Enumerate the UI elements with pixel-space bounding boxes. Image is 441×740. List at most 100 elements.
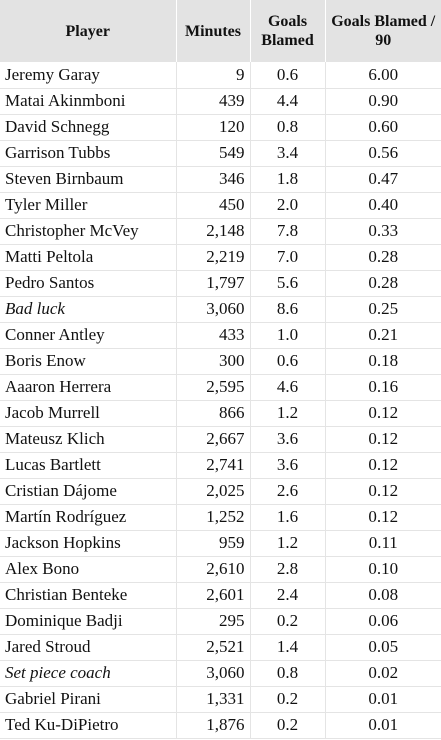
table-cell: 2,667 xyxy=(176,426,251,453)
table-cell: 0.2 xyxy=(250,686,326,713)
table-cell: 0.25 xyxy=(325,296,441,323)
table-row: Christopher McVey 2,148 7.8 0.33 xyxy=(0,218,441,245)
table-cell: 3.4 xyxy=(250,140,326,167)
table-cell: 9 xyxy=(176,62,251,89)
table-row: Christian Benteke 2,601 2.4 0.08 xyxy=(0,582,441,609)
table-row: Lucas Bartlett 2,741 3.6 0.12 xyxy=(0,452,441,479)
table-cell: 1.2 xyxy=(250,400,326,427)
table-cell: 2,521 xyxy=(176,634,251,661)
table-cell: 1.2 xyxy=(250,530,326,557)
table-cell: 0.28 xyxy=(325,270,441,297)
table-cell: 7.0 xyxy=(250,244,326,271)
table-cell: Gabriel Pirani xyxy=(0,686,177,713)
table-cell: 2,741 xyxy=(176,452,251,479)
table-row: Gabriel Pirani 1,331 0.2 0.01 xyxy=(0,686,441,713)
table-cell: Garrison Tubbs xyxy=(0,140,177,167)
table-row: Bad luck 3,060 8.6 0.25 xyxy=(0,296,441,323)
table-cell: 0.8 xyxy=(250,114,326,141)
table-cell: Jeremy Garay xyxy=(0,62,177,89)
table-row: Cristian Dájome 2,025 2.6 0.12 xyxy=(0,478,441,505)
table-cell: 0.12 xyxy=(325,504,441,531)
table-cell: 0.56 xyxy=(325,140,441,167)
table-cell: 1.4 xyxy=(250,634,326,661)
table-row: Alex Bono 2,610 2.8 0.10 xyxy=(0,556,441,583)
table-cell: 3,060 xyxy=(176,296,251,323)
table-cell: Jackson Hopkins xyxy=(0,530,177,557)
table-cell: Christopher McVey xyxy=(0,218,177,245)
table-cell: Steven Birnbaum xyxy=(0,166,177,193)
table-cell: 3.6 xyxy=(250,452,326,479)
table-row: Aaaron Herrera 2,595 4.6 0.16 xyxy=(0,374,441,401)
table-cell: 7.8 xyxy=(250,218,326,245)
table-cell: Lucas Bartlett xyxy=(0,452,177,479)
table-cell: 2,595 xyxy=(176,374,251,401)
table-cell: 450 xyxy=(176,192,251,219)
table-row: Martín Rodríguez 1,252 1.6 0.12 xyxy=(0,504,441,531)
table-cell: Alex Bono xyxy=(0,556,177,583)
header-row: Player Minutes Goals Blamed Goals Blamed / … xyxy=(0,0,441,62)
table-row: Conner Antley 433 1.0 0.21 xyxy=(0,322,441,349)
table-cell: 1.8 xyxy=(250,166,326,193)
table-row: Jacob Murrell 866 1.2 0.12 xyxy=(0,400,441,427)
table-cell: 4.4 xyxy=(250,88,326,115)
table-cell: Conner Antley xyxy=(0,322,177,349)
table-cell: Christian Benteke xyxy=(0,582,177,609)
table-cell: Mateusz Klich xyxy=(0,426,177,453)
table-cell: 2,148 xyxy=(176,218,251,245)
table-cell: 0.11 xyxy=(325,530,441,557)
table-cell: Boris Enow xyxy=(0,348,177,375)
table-cell: 2.0 xyxy=(250,192,326,219)
table-cell: 0.47 xyxy=(325,166,441,193)
table-cell: 0.60 xyxy=(325,114,441,141)
table-cell: 0.6 xyxy=(250,348,326,375)
table-cell: 0.12 xyxy=(325,452,441,479)
table-cell: Bad luck xyxy=(0,296,177,323)
table-cell: 959 xyxy=(176,530,251,557)
column-header: Goals Blamed xyxy=(250,0,326,62)
table-cell: 0.28 xyxy=(325,244,441,271)
table-cell: 3.6 xyxy=(250,426,326,453)
table-row: Pedro Santos 1,797 5.6 0.28 xyxy=(0,270,441,297)
table-row: Garrison Tubbs 549 3.4 0.56 xyxy=(0,140,441,167)
table-cell: 295 xyxy=(176,608,251,635)
table-cell: 2.4 xyxy=(250,582,326,609)
table-row: Mateusz Klich 2,667 3.6 0.12 xyxy=(0,426,441,453)
table-cell: Aaaron Herrera xyxy=(0,374,177,401)
table-cell: Tyler Miller xyxy=(0,192,177,219)
table-cell: 0.12 xyxy=(325,400,441,427)
table-cell: 0.01 xyxy=(325,686,441,713)
table-row: Steven Birnbaum 346 1.8 0.47 xyxy=(0,166,441,193)
table-row: Set piece coach 3,060 0.8 0.02 xyxy=(0,660,441,687)
table-cell: 1.6 xyxy=(250,504,326,531)
table-cell: Dominique Badji xyxy=(0,608,177,635)
column-header: Goals Blamed / 90 xyxy=(325,0,441,62)
table-cell: 0.33 xyxy=(325,218,441,245)
table-row: Dominique Badji 295 0.2 0.06 xyxy=(0,608,441,635)
table-cell: Jared Stroud xyxy=(0,634,177,661)
table-cell: 0.10 xyxy=(325,556,441,583)
table-cell: 439 xyxy=(176,88,251,115)
table-cell: Pedro Santos xyxy=(0,270,177,297)
table-cell: Jacob Murrell xyxy=(0,400,177,427)
table-cell: David Schnegg xyxy=(0,114,177,141)
table-row: Jared Stroud 2,521 1.4 0.05 xyxy=(0,634,441,661)
table-cell: 0.2 xyxy=(250,608,326,635)
table-row: Jeremy Garay 9 0.6 6.00 xyxy=(0,62,441,89)
table-cell: 300 xyxy=(176,348,251,375)
table-cell: 549 xyxy=(176,140,251,167)
table-cell: 6.00 xyxy=(325,62,441,89)
table-cell: 0.18 xyxy=(325,348,441,375)
table-row: Matti Peltola 2,219 7.0 0.28 xyxy=(0,244,441,271)
table-cell: 2,601 xyxy=(176,582,251,609)
table-cell: 2.6 xyxy=(250,478,326,505)
table-cell: 0.02 xyxy=(325,660,441,687)
table-cell: Matai Akinmboni xyxy=(0,88,177,115)
table-cell: 1,252 xyxy=(176,504,251,531)
table-cell: 1,876 xyxy=(176,712,251,739)
column-header: Minutes xyxy=(176,0,251,62)
table-cell: 2,025 xyxy=(176,478,251,505)
table-cell: 1,331 xyxy=(176,686,251,713)
table-cell: 0.8 xyxy=(250,660,326,687)
table-cell: 2,610 xyxy=(176,556,251,583)
table-cell: Matti Peltola xyxy=(0,244,177,271)
